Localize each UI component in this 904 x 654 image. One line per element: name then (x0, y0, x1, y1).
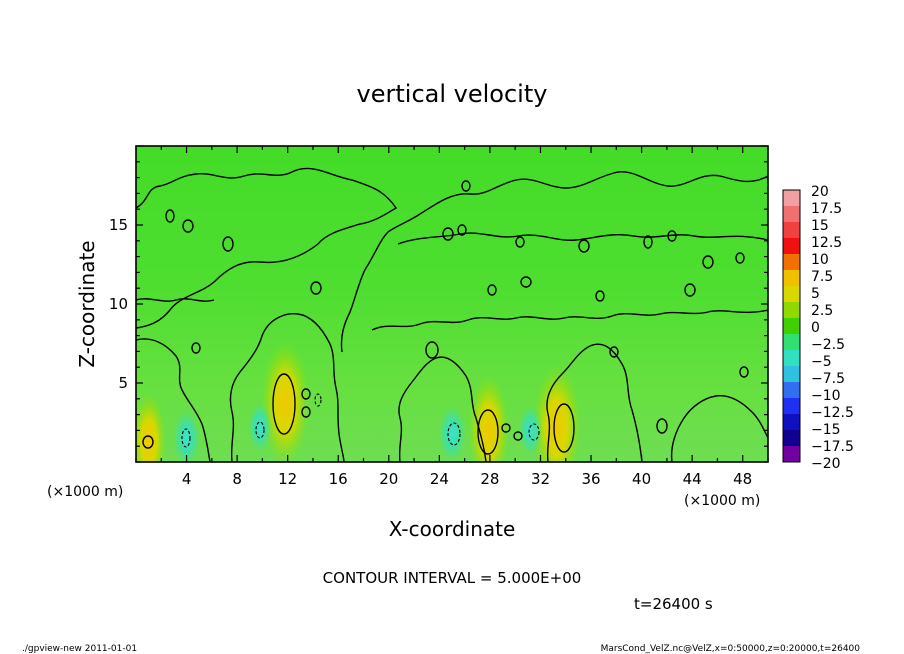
colorbar-labels: 20 17.5 15 12.5 10 7.5 5 2.5 0 −2.5 −5 −… (811, 184, 854, 472)
colorbar-level: 5 (811, 286, 820, 302)
x-axis-label: X-coordinate (389, 517, 516, 541)
colorbar-level: 15 (811, 218, 829, 234)
colorbar-level: −7.5 (811, 371, 845, 387)
colorbar-cell (783, 190, 800, 207)
colorbar-level: −17.5 (811, 439, 854, 455)
colorbar-cell (783, 350, 800, 367)
colorbar-level: 20 (811, 184, 829, 200)
colorbar-level: −20 (811, 456, 841, 472)
x-unit-left: (×1000 m) (47, 484, 123, 500)
plot-area (136, 146, 768, 462)
colorbar-cell (783, 382, 800, 399)
contour-lines (136, 167, 768, 462)
y-tick-label: 10 (109, 295, 128, 313)
colorbar-cells (783, 190, 800, 463)
colorbar-level: 10 (811, 252, 829, 268)
footer-left: ./gpview-new 2011-01-01 (22, 644, 137, 654)
colorbar-level: 12.5 (811, 235, 842, 251)
x-tick-label: 44 (683, 470, 702, 488)
downdraft-core (247, 401, 272, 453)
time-label: t=26400 s (634, 595, 713, 613)
x-unit-right: (×1000 m) (684, 493, 760, 509)
colorbar-frame (782, 189, 801, 463)
y-tick-labels: 5 10 15 (109, 216, 128, 392)
colorbar-level: −2.5 (811, 337, 845, 353)
colorbar-cell (783, 254, 800, 271)
colorbar-cell (783, 398, 800, 415)
y-axis-label: Z-coordinate (75, 240, 99, 367)
colorbar-cell (783, 318, 800, 335)
colorbar-cell (783, 302, 800, 319)
colorbar-cell (783, 430, 800, 447)
x-tick-label: 36 (581, 470, 600, 488)
x-tick-label: 8 (232, 470, 242, 488)
features-layer (136, 341, 581, 462)
colorbar: 20 17.5 15 12.5 10 7.5 5 2.5 0 −2.5 −5 −… (782, 184, 854, 472)
updraft-core (261, 341, 310, 462)
x-tick-label: 4 (182, 470, 192, 488)
y-tick-label: 15 (109, 216, 128, 234)
colorbar-level: −10 (811, 388, 841, 404)
colorbar-level: 17.5 (811, 201, 842, 217)
colorbar-level: −12.5 (811, 405, 854, 421)
colorbar-cell (783, 334, 800, 351)
x-tick-label: 24 (430, 470, 449, 488)
y-tick-label: 5 (118, 374, 128, 392)
updraft-core (532, 365, 581, 462)
axis-ticks (135, 145, 769, 463)
negative-contour-lines (181, 393, 540, 448)
colorbar-cell (783, 414, 800, 431)
x-tick-label: 28 (480, 470, 499, 488)
colorbar-level: −5 (811, 354, 832, 370)
colorbar-cell (783, 222, 800, 239)
x-tick-label: 20 (379, 470, 398, 488)
x-tick-label: 48 (733, 470, 752, 488)
x-tick-labels: 4 8 12 16 20 24 28 32 36 40 44 48 (182, 470, 752, 488)
x-tick-label: 12 (278, 470, 297, 488)
colorbar-cell (783, 238, 800, 255)
colorbar-level: 7.5 (811, 269, 833, 285)
colorbar-level: 2.5 (811, 303, 833, 319)
colorbar-cell (783, 446, 800, 463)
colorbar-cell (783, 366, 800, 383)
colorbar-level: −15 (811, 422, 841, 438)
colorbar-cell (783, 206, 800, 223)
colorbar-level: 0 (811, 320, 820, 336)
colorbar-cell (783, 270, 800, 287)
downdraft-core (518, 405, 543, 456)
footer-right: MarsCond_VelZ.nc@VelZ,x=0:50000,z=0:2000… (601, 644, 861, 654)
downdraft-core (172, 409, 201, 462)
chart-title: vertical velocity (357, 80, 548, 108)
colorbar-cell (783, 286, 800, 303)
x-tick-label: 16 (329, 470, 348, 488)
contour-interval-label: CONTOUR INTERVAL = 5.000E+00 (323, 569, 582, 587)
x-tick-label: 40 (632, 470, 651, 488)
x-tick-label: 32 (531, 470, 550, 488)
downdraft-core (438, 404, 466, 462)
